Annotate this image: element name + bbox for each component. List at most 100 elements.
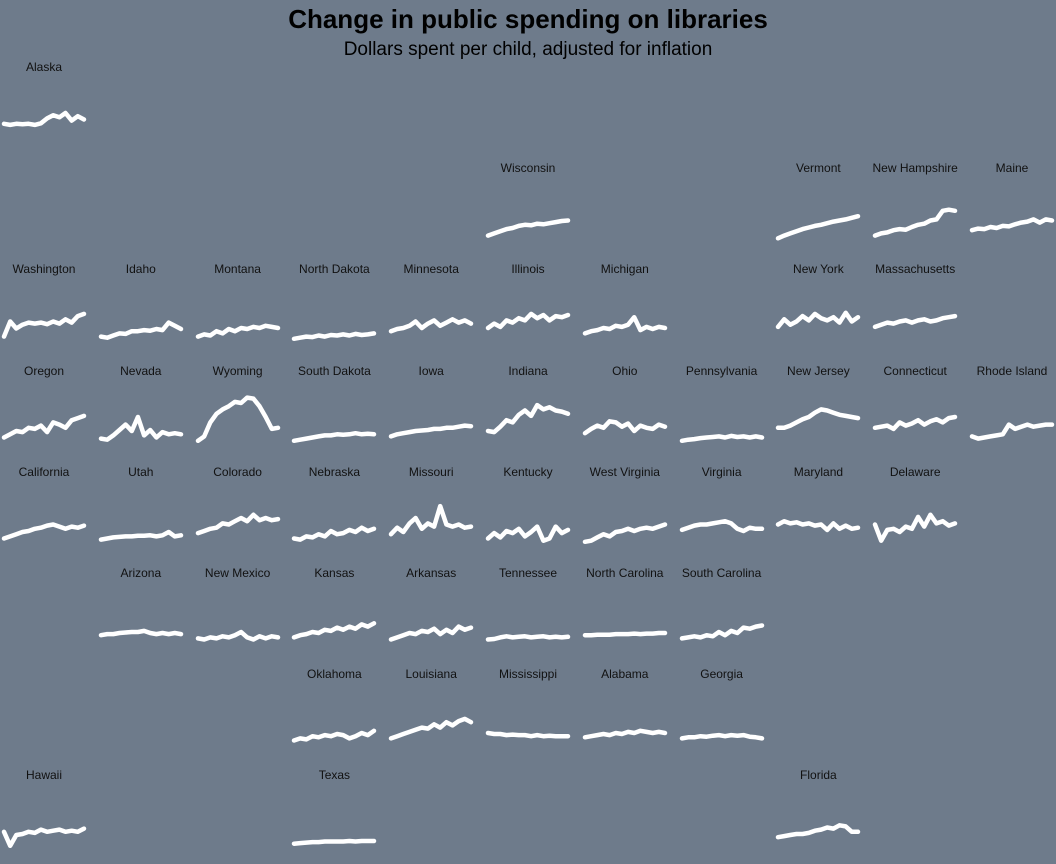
state-label: Alabama bbox=[601, 667, 649, 682]
state-label: Montana bbox=[214, 262, 261, 277]
series-line bbox=[679, 433, 764, 443]
state-label: New Hampshire bbox=[872, 161, 958, 176]
state-label: Georgia bbox=[700, 667, 743, 682]
series-line bbox=[582, 315, 668, 337]
state-tile-wisconsin: Wisconsin bbox=[484, 161, 572, 251]
state-tile-vermont: Vermont bbox=[774, 161, 862, 251]
sparkline bbox=[195, 629, 280, 642]
state-tile-illinois: Illinois bbox=[484, 262, 572, 352]
state-tile-colorado: Colorado bbox=[194, 465, 282, 555]
state-tile-ohio: Ohio bbox=[581, 364, 669, 454]
state-tile-nevada: Nevada bbox=[97, 364, 185, 454]
state-label: Connecticut bbox=[883, 363, 947, 378]
series-line bbox=[98, 628, 184, 638]
state-tile-wyoming: Wyoming bbox=[194, 364, 282, 454]
state-label: Minnesota bbox=[403, 262, 459, 277]
sparkline bbox=[1, 413, 87, 440]
series-line bbox=[679, 733, 764, 741]
sparkline bbox=[872, 207, 958, 239]
sparkline bbox=[872, 414, 958, 431]
sparkline bbox=[679, 623, 764, 641]
sparkline bbox=[292, 728, 377, 743]
sparkline bbox=[582, 522, 668, 544]
state-label: Rhode Island bbox=[976, 363, 1048, 378]
series-line bbox=[679, 518, 764, 534]
sparkline bbox=[679, 733, 764, 741]
state-label: Pennsylvania bbox=[685, 363, 758, 378]
state-label: Louisiana bbox=[405, 667, 457, 682]
series-line bbox=[98, 414, 184, 442]
series-line bbox=[969, 421, 1055, 441]
state-tile-rhode-island: Rhode Island bbox=[968, 364, 1056, 454]
sparkline bbox=[195, 394, 280, 443]
sparkline bbox=[969, 217, 1055, 233]
series-line bbox=[485, 524, 571, 543]
state-label: Indiana bbox=[508, 363, 548, 378]
chart-subtitle: Dollars spent per child, adjusted for in… bbox=[343, 39, 713, 60]
sparkline bbox=[872, 512, 958, 543]
state-label: Wyoming bbox=[212, 363, 263, 378]
sparkline bbox=[388, 317, 474, 334]
series-line bbox=[776, 406, 861, 430]
series-line bbox=[872, 207, 958, 239]
series-line bbox=[485, 312, 571, 331]
sparkline bbox=[1, 110, 87, 128]
state-tile-missouri: Missouri bbox=[387, 465, 475, 555]
state-label: Maine bbox=[995, 161, 1029, 176]
series-line bbox=[388, 422, 474, 439]
state-tile-arkansas: Arkansas bbox=[387, 566, 475, 656]
state-tile-florida: Florida bbox=[774, 768, 862, 858]
state-tile-mississippi: Mississippi bbox=[484, 667, 572, 757]
state-tile-iowa: Iowa bbox=[387, 364, 475, 454]
chart-title: Change in public spending on libraries bbox=[288, 4, 768, 34]
sparkline bbox=[485, 730, 571, 739]
sparkline bbox=[388, 422, 474, 439]
state-label: Idaho bbox=[125, 262, 156, 277]
state-label: Delaware bbox=[889, 464, 941, 479]
sparkline bbox=[485, 634, 571, 642]
series-line bbox=[195, 629, 280, 642]
series-line bbox=[776, 518, 861, 532]
series-line bbox=[485, 402, 571, 434]
state-label: Texas bbox=[318, 768, 351, 783]
sparkline bbox=[388, 624, 474, 642]
series-line bbox=[292, 430, 377, 443]
state-tile-louisiana: Louisiana bbox=[387, 667, 475, 757]
sparkline bbox=[582, 315, 668, 337]
state-label: Ohio bbox=[612, 363, 638, 378]
state-label: Alaska bbox=[25, 60, 63, 74]
sparkline bbox=[98, 414, 184, 442]
state-label: Oregon bbox=[23, 363, 65, 378]
sparkline bbox=[485, 402, 571, 434]
sparkline bbox=[1, 312, 87, 340]
state-tile-massachusetts: Massachusetts bbox=[871, 262, 959, 352]
state-tile-tennessee: Tennessee bbox=[484, 566, 572, 656]
sparkline bbox=[98, 320, 184, 341]
sparkline bbox=[776, 823, 861, 840]
state-label: Michigan bbox=[600, 262, 649, 277]
state-label: Virginia bbox=[701, 464, 742, 479]
series-line bbox=[485, 730, 571, 739]
state-tile-california: California bbox=[0, 465, 88, 555]
sparkline bbox=[1, 826, 87, 849]
state-tile-west-virginia: West Virginia bbox=[581, 465, 669, 555]
state-tile-north-dakota: North Dakota bbox=[290, 262, 378, 352]
state-label: South Carolina bbox=[681, 566, 762, 580]
state-tile-minnesota: Minnesota bbox=[387, 262, 475, 352]
state-label: Kentucky bbox=[503, 464, 553, 479]
state-label: Arizona bbox=[120, 566, 162, 580]
sparkline bbox=[582, 418, 668, 436]
state-tile-michigan: Michigan bbox=[581, 262, 669, 352]
state-tile-new-york: New York bbox=[774, 262, 862, 352]
series-line bbox=[582, 418, 668, 436]
state-label: Missouri bbox=[408, 464, 454, 479]
series-line bbox=[292, 728, 377, 743]
series-line bbox=[776, 214, 861, 241]
series-line bbox=[388, 716, 474, 741]
state-tile-pennsylvania: Pennsylvania bbox=[678, 364, 766, 454]
series-line bbox=[582, 522, 668, 544]
state-label: New Jersey bbox=[787, 363, 850, 378]
series-line bbox=[582, 630, 668, 638]
series-line bbox=[485, 218, 571, 239]
sparkline bbox=[776, 406, 861, 430]
